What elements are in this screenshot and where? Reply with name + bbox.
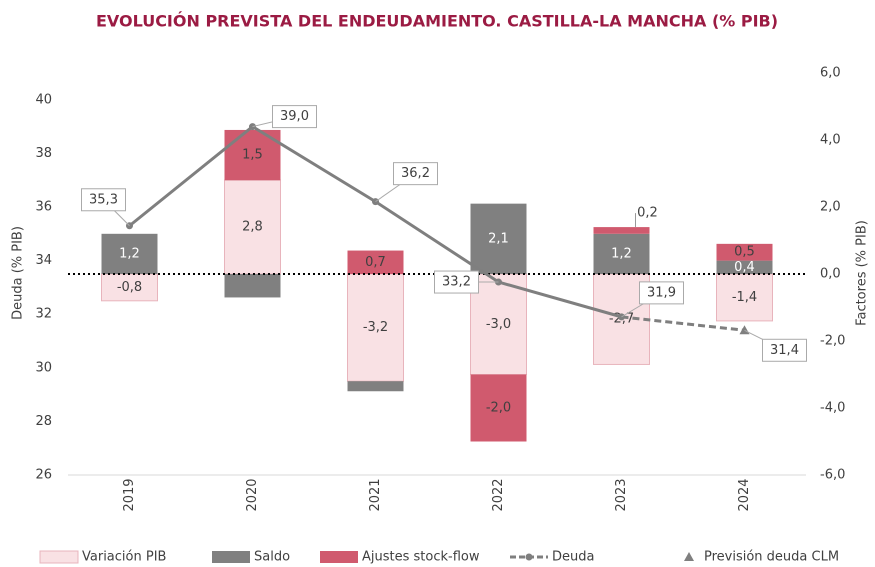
y-tick-label: 26 (35, 468, 52, 483)
legend-swatch (212, 551, 250, 563)
bar-label: 2,8 (242, 220, 263, 235)
y-tick-label: 28 (35, 414, 52, 429)
bar (101, 273, 158, 302)
x-tick-label: 2019 (122, 478, 137, 511)
chart-title: EVOLUCIÓN PREVISTA DEL ENDEUDAMIENTO. CA… (96, 12, 778, 31)
label-box (393, 162, 438, 186)
label-box (762, 338, 807, 362)
bar (347, 381, 404, 392)
y-tick-label: 36 (35, 200, 52, 215)
bar-label: -2,0 (486, 401, 511, 416)
bar-label: 0,5 (734, 245, 755, 260)
bar-label: 0,2 (637, 206, 658, 221)
bar (716, 273, 773, 322)
bar-label: -1,4 (732, 290, 757, 305)
point (739, 325, 750, 335)
bar-label: -3,0 (486, 317, 511, 332)
bar-label: 1,2 (611, 246, 632, 261)
bar (347, 250, 404, 274)
line-label: 31,9 (647, 285, 676, 300)
bar (716, 260, 773, 274)
label-box (639, 281, 684, 305)
y2-tick-label: -4,0 (820, 401, 845, 416)
legend-label: Deuda (552, 550, 594, 565)
y-tick-label: 32 (35, 307, 52, 322)
bar (470, 203, 527, 274)
y-axis-label: Deuda (% PIB) (11, 226, 26, 320)
bar (224, 179, 281, 275)
y2-tick-label: 2,0 (820, 200, 841, 215)
bar (224, 274, 281, 298)
legend-swatch (684, 552, 694, 561)
legend-swatch (39, 550, 79, 564)
line-label: 36,2 (401, 166, 430, 181)
y-tick-label: 38 (35, 146, 52, 161)
y2-axis-label: Factores (% PIB) (855, 220, 870, 326)
line-label: 35,3 (89, 192, 118, 207)
bar-label: 1,5 (242, 148, 263, 163)
bar-label: 1,2 (119, 246, 140, 261)
x-tick-label: 2024 (737, 478, 752, 511)
label-box (81, 188, 126, 212)
bar-label: -3,2 (363, 320, 388, 335)
legend-swatch (525, 553, 533, 561)
bar (593, 233, 650, 274)
y2-tick-label: 4,0 (820, 133, 841, 148)
label-box (434, 270, 479, 294)
y2-tick-label: 6,0 (820, 66, 841, 81)
line-label: 33,2 (442, 275, 471, 290)
bar (101, 233, 158, 274)
y-tick-label: 40 (35, 92, 52, 107)
x-tick-label: 2021 (368, 478, 383, 511)
bar (716, 243, 773, 261)
legend-swatch (320, 551, 358, 563)
bar-label: 0,4 (734, 260, 755, 275)
legend-label: Variación PIB (82, 550, 166, 565)
bar-label: -0,8 (117, 280, 142, 295)
y2-tick-label: 0,0 (820, 267, 841, 282)
y-tick-label: 34 (35, 253, 52, 268)
forecast-connector (621, 315, 745, 332)
x-tick-label: 2020 (245, 478, 260, 511)
x-tick-label: 2022 (491, 478, 506, 511)
y2-tick-label: -6,0 (820, 468, 845, 483)
bar (593, 227, 650, 234)
legend-label: Ajustes stock-flow (362, 550, 480, 565)
y-tick-label: 30 (35, 360, 52, 375)
point (249, 123, 256, 131)
x-tick-label: 2023 (614, 478, 629, 511)
bar-label: 2,1 (488, 231, 509, 246)
legend-label: Saldo (254, 550, 290, 565)
bar-label: 0,7 (365, 255, 386, 270)
bar (470, 273, 527, 375)
line-label: 31,4 (770, 343, 799, 358)
bar (470, 374, 527, 442)
y2-tick-label: -2,0 (820, 334, 845, 349)
line-label: 39,0 (280, 109, 309, 124)
legend-label: Previsión deuda CLM (704, 550, 839, 565)
label-box (272, 105, 317, 129)
